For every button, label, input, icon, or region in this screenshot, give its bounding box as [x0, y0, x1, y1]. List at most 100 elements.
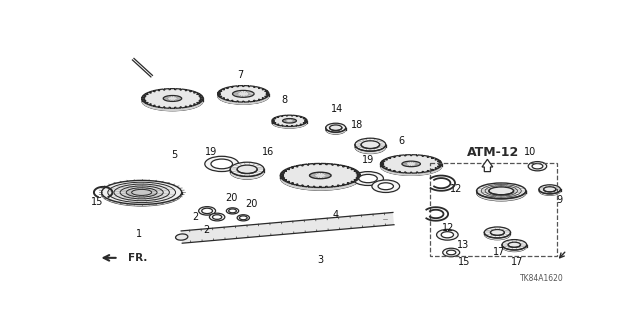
- Text: 19: 19: [205, 147, 217, 157]
- Ellipse shape: [353, 172, 383, 186]
- Ellipse shape: [490, 229, 504, 235]
- Text: 9: 9: [557, 195, 563, 205]
- Text: ATM-12: ATM-12: [467, 146, 520, 159]
- Ellipse shape: [378, 183, 394, 190]
- Polygon shape: [539, 189, 561, 196]
- Ellipse shape: [539, 187, 561, 196]
- Ellipse shape: [330, 125, 342, 131]
- Ellipse shape: [141, 91, 204, 111]
- Ellipse shape: [443, 248, 460, 257]
- Ellipse shape: [508, 242, 520, 247]
- Ellipse shape: [232, 93, 254, 100]
- Text: 20: 20: [245, 199, 257, 209]
- Text: 6: 6: [398, 136, 404, 146]
- Polygon shape: [102, 192, 182, 206]
- Ellipse shape: [355, 141, 386, 154]
- Ellipse shape: [361, 141, 380, 148]
- Ellipse shape: [126, 188, 157, 197]
- Ellipse shape: [489, 187, 513, 195]
- Ellipse shape: [532, 164, 543, 169]
- Ellipse shape: [237, 168, 257, 176]
- Polygon shape: [141, 99, 204, 111]
- Ellipse shape: [237, 165, 257, 173]
- Ellipse shape: [310, 172, 331, 179]
- Ellipse shape: [212, 215, 221, 219]
- Ellipse shape: [283, 119, 296, 123]
- Polygon shape: [380, 155, 442, 173]
- Ellipse shape: [489, 189, 513, 197]
- Ellipse shape: [175, 234, 188, 240]
- Polygon shape: [484, 232, 511, 240]
- Ellipse shape: [114, 184, 170, 201]
- Ellipse shape: [539, 185, 561, 194]
- Ellipse shape: [326, 125, 346, 134]
- Polygon shape: [237, 169, 257, 176]
- Ellipse shape: [163, 95, 182, 101]
- Ellipse shape: [205, 156, 239, 172]
- Ellipse shape: [477, 183, 526, 199]
- Ellipse shape: [239, 216, 247, 220]
- Ellipse shape: [283, 121, 296, 125]
- Ellipse shape: [502, 241, 527, 252]
- Ellipse shape: [132, 189, 152, 196]
- Ellipse shape: [361, 143, 380, 151]
- Text: TK84A1620: TK84A1620: [520, 274, 564, 283]
- Text: 18: 18: [351, 120, 364, 130]
- Ellipse shape: [447, 250, 456, 255]
- Text: 14: 14: [331, 104, 344, 114]
- Polygon shape: [508, 245, 520, 249]
- Ellipse shape: [163, 98, 182, 104]
- Ellipse shape: [230, 162, 264, 176]
- Polygon shape: [380, 164, 442, 176]
- Ellipse shape: [120, 186, 163, 199]
- Bar: [429, 163, 557, 256]
- Text: 1: 1: [136, 229, 143, 239]
- Text: 2: 2: [193, 212, 198, 222]
- Polygon shape: [502, 245, 527, 252]
- Ellipse shape: [490, 231, 504, 237]
- Polygon shape: [543, 189, 556, 194]
- Polygon shape: [272, 121, 307, 128]
- Ellipse shape: [218, 88, 269, 105]
- Polygon shape: [280, 175, 360, 190]
- Text: 13: 13: [456, 240, 469, 250]
- Ellipse shape: [102, 180, 182, 204]
- Text: 10: 10: [524, 147, 536, 157]
- Text: 15: 15: [458, 257, 470, 267]
- Ellipse shape: [272, 117, 307, 128]
- Text: 20: 20: [225, 193, 238, 203]
- Ellipse shape: [359, 174, 378, 183]
- Ellipse shape: [441, 232, 454, 238]
- Text: 12: 12: [451, 184, 463, 194]
- Ellipse shape: [543, 188, 556, 194]
- Ellipse shape: [436, 229, 458, 240]
- Polygon shape: [490, 232, 504, 237]
- Ellipse shape: [102, 182, 182, 206]
- Ellipse shape: [227, 208, 239, 214]
- Polygon shape: [218, 85, 269, 102]
- Ellipse shape: [202, 208, 212, 213]
- Ellipse shape: [402, 164, 420, 169]
- Polygon shape: [361, 145, 380, 151]
- Ellipse shape: [528, 162, 547, 171]
- Text: 17: 17: [511, 257, 524, 267]
- Ellipse shape: [310, 175, 331, 182]
- Ellipse shape: [355, 138, 386, 151]
- Text: 4: 4: [333, 211, 339, 220]
- Polygon shape: [482, 159, 493, 172]
- Polygon shape: [272, 115, 307, 126]
- Polygon shape: [181, 212, 394, 243]
- Polygon shape: [141, 89, 203, 108]
- Ellipse shape: [228, 209, 236, 213]
- Ellipse shape: [484, 229, 511, 240]
- Ellipse shape: [508, 244, 520, 249]
- Ellipse shape: [372, 180, 399, 192]
- Polygon shape: [330, 128, 342, 132]
- Ellipse shape: [108, 182, 175, 203]
- Polygon shape: [477, 191, 526, 201]
- Ellipse shape: [502, 240, 527, 250]
- Polygon shape: [326, 128, 346, 134]
- Ellipse shape: [209, 213, 225, 221]
- Ellipse shape: [198, 207, 216, 215]
- Text: 15: 15: [91, 197, 103, 207]
